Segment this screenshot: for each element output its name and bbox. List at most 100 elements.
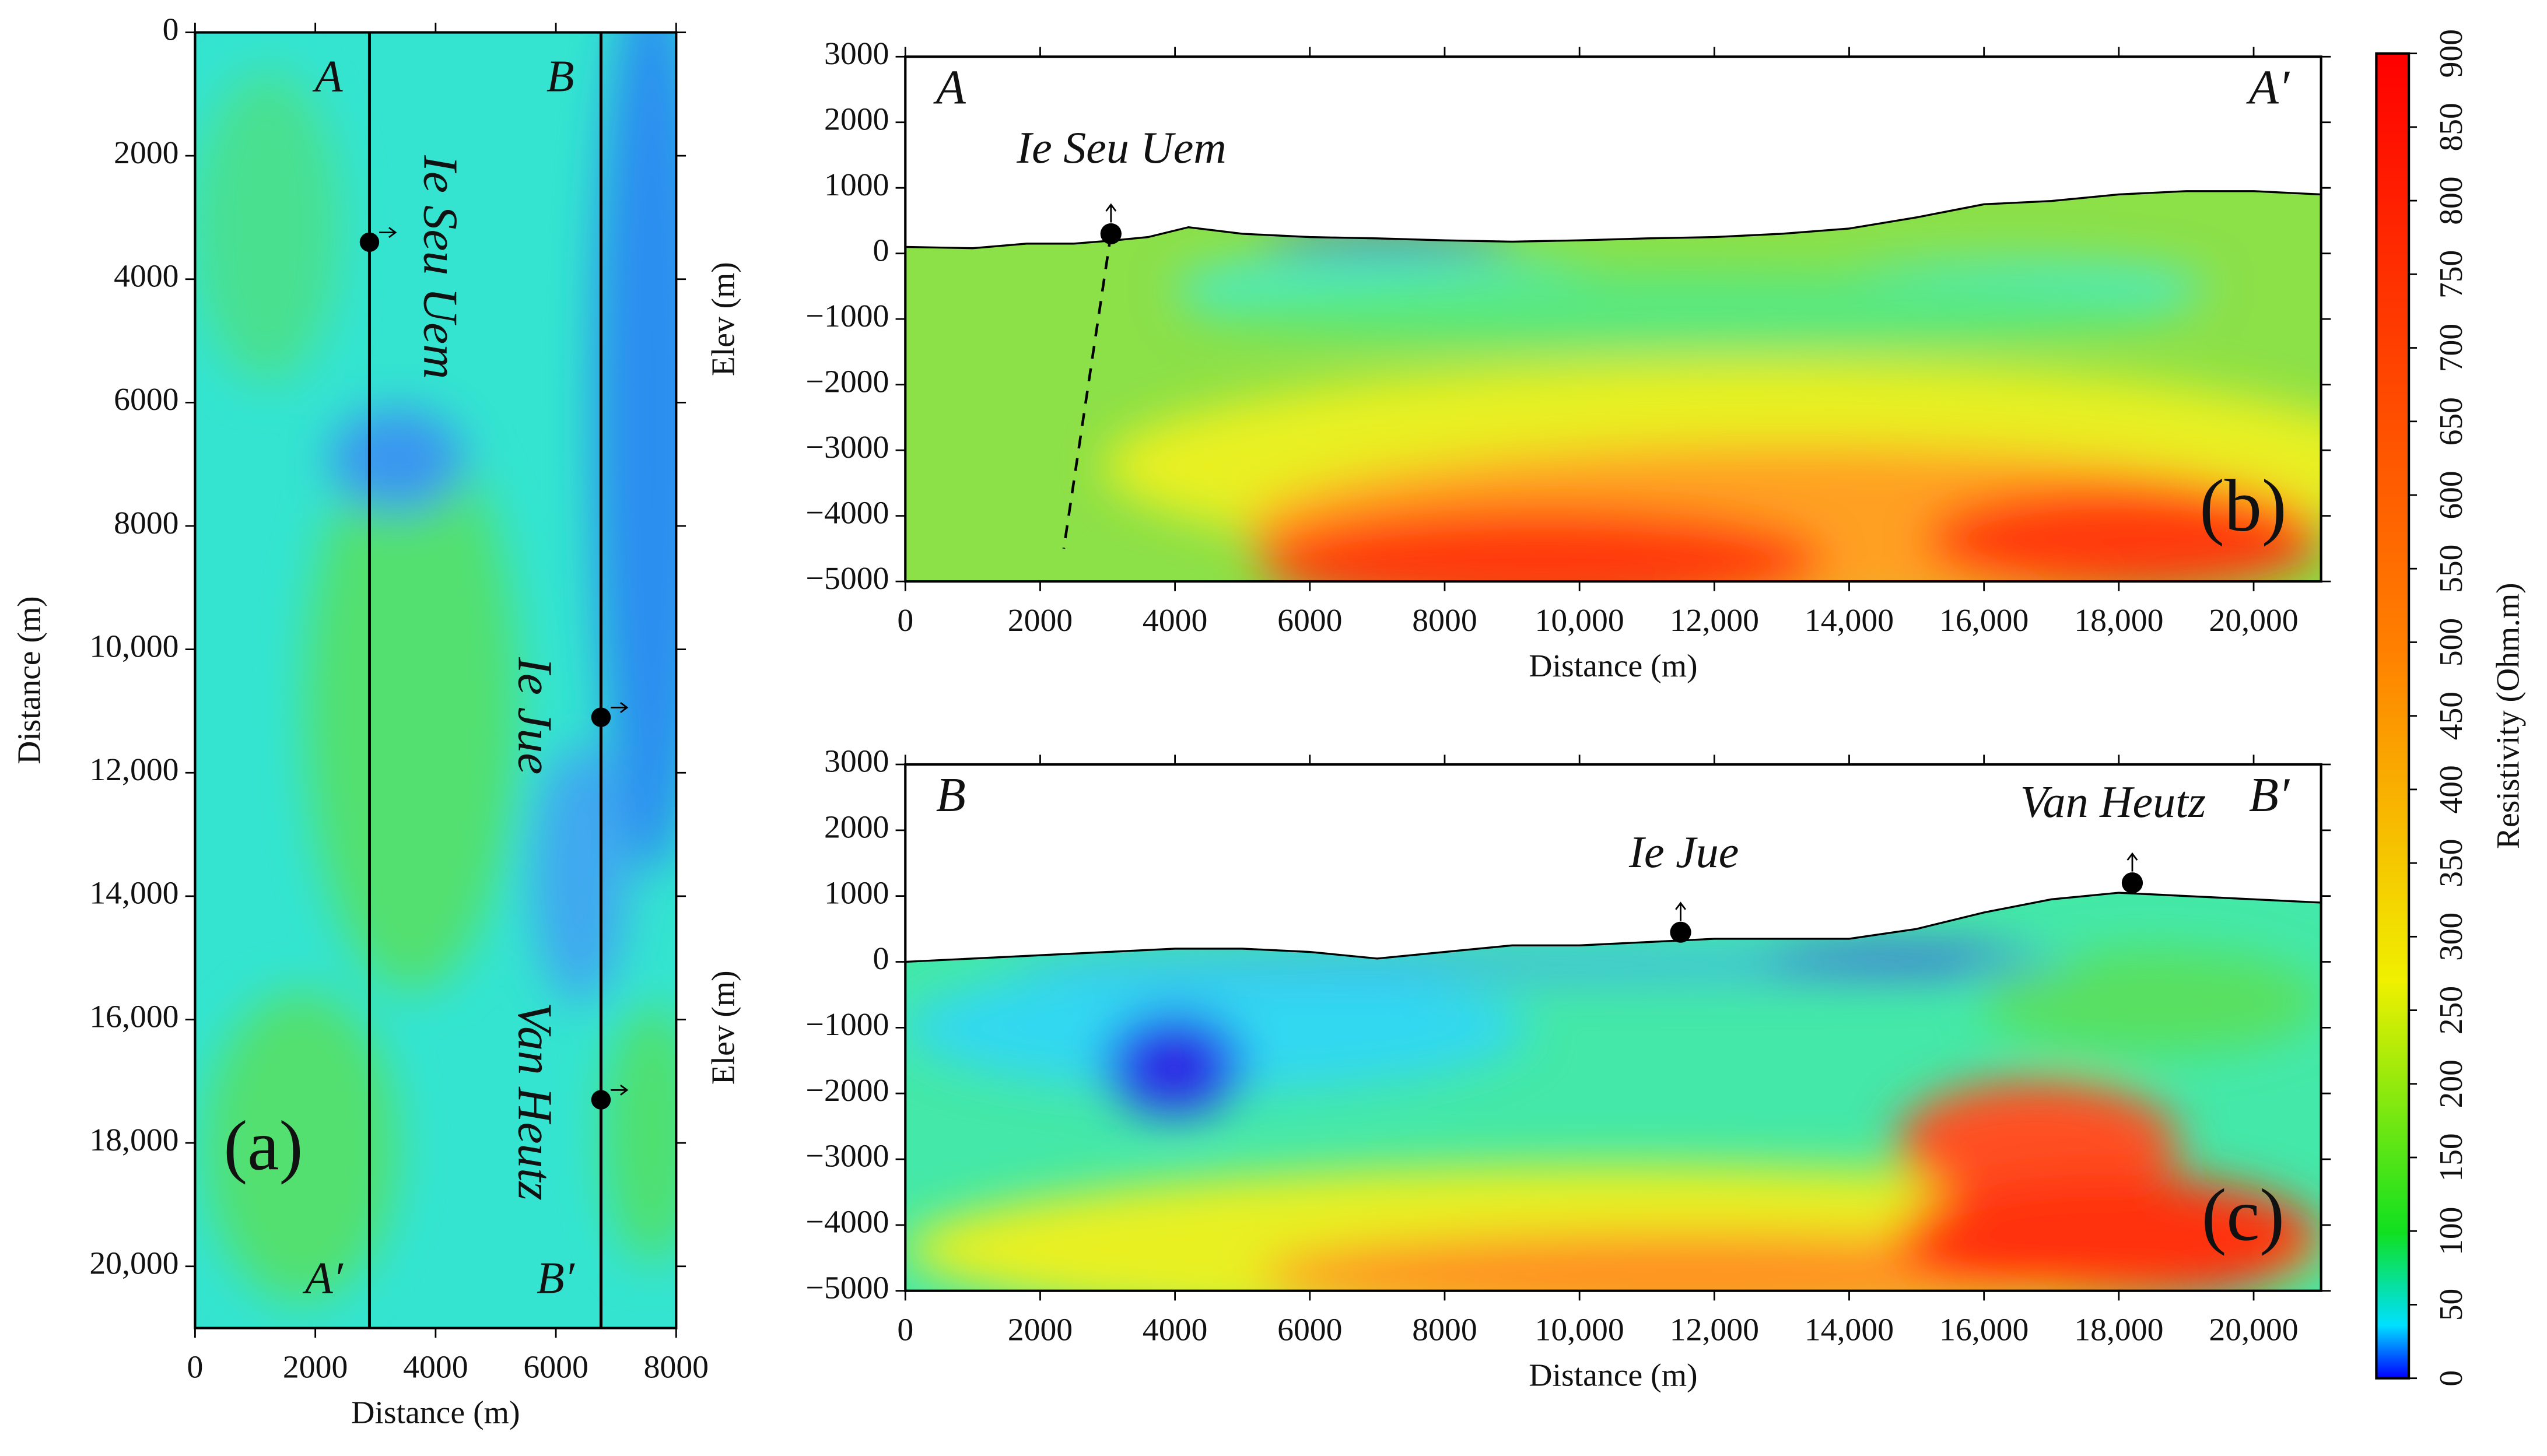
y-tick-label: 0: [873, 941, 889, 977]
y-tick-label: −4000: [806, 1204, 889, 1240]
colorbar-tick-label: 100: [2433, 1207, 2469, 1255]
colorbar-tick-label: 750: [2433, 250, 2469, 299]
colorbar-tick-label: 700: [2433, 324, 2469, 372]
panel: 0 2000 4000 6000 8000 10,000 12,000 14,000 16,00…: [705, 743, 2331, 1394]
colorbar-label: Resistivity (Ohm.m): [2490, 583, 2526, 849]
y-tick-label: −2000: [806, 363, 889, 399]
profile-end-label: B′: [2249, 769, 2290, 822]
x-tick-label: 18,000: [2074, 602, 2163, 638]
y-tick-label: 4000: [114, 258, 178, 294]
resistivity-field: [195, 32, 677, 1328]
y-tick-label: 8000: [114, 505, 178, 541]
panel-label: (c): [2202, 1174, 2285, 1257]
y-tick-label: 1000: [824, 875, 889, 911]
field-blob: [330, 408, 465, 512]
y-tick-label: 6000: [114, 381, 178, 417]
x-tick-label: 0: [187, 1349, 203, 1385]
x-tick-label: 0: [897, 1312, 913, 1348]
y-axis-label: Distance (m): [11, 596, 47, 764]
field-blob: [594, 32, 677, 875]
x-tick-label: 12,000: [1670, 602, 1759, 638]
site-marker: [1670, 921, 1691, 943]
site-name: Ie Seu Uem: [414, 155, 467, 379]
colorbar-tick-label: 900: [2433, 29, 2469, 78]
colorbar-tick-label: 200: [2433, 1059, 2469, 1108]
field-blob: [1981, 948, 2321, 1054]
field-blob: [1259, 1233, 2109, 1291]
x-tick-label: 14,000: [1805, 602, 1894, 638]
x-tick-label: 12,000: [1670, 1312, 1759, 1348]
field-blob: [604, 1004, 677, 1264]
y-tick-label: −5000: [806, 560, 889, 597]
colorbar-tick-label: 150: [2433, 1133, 2469, 1181]
y-tick-label: 20,000: [89, 1246, 178, 1282]
site-name: Van Heutz: [507, 1002, 561, 1201]
field-blob: [1259, 508, 1826, 582]
x-tick-label: 6000: [1277, 602, 1342, 638]
field-blob: [531, 745, 628, 1005]
field-blob: [204, 991, 397, 1303]
site-arrow: [379, 227, 397, 238]
field-blobs: [905, 948, 2321, 1291]
colorbar-tick-label: 0: [2433, 1370, 2469, 1387]
field-blob: [1754, 948, 2038, 970]
x-tick-label: 8000: [644, 1349, 709, 1385]
x-tick-label: 14,000: [1805, 1312, 1894, 1348]
y-tick-label: −3000: [806, 1138, 889, 1174]
y-tick-label: 18,000: [89, 1122, 178, 1158]
profile-start-label: A: [312, 51, 343, 101]
site-name: Van Heutz: [2020, 777, 2206, 827]
resistivity-field: [905, 191, 2321, 582]
y-tick-label: 0: [163, 11, 179, 47]
field-blob: [1896, 1175, 2321, 1291]
colorbar-tick-label: 500: [2433, 618, 2469, 666]
x-tick-label: 0: [897, 602, 913, 638]
y-tick-label: 2000: [824, 101, 889, 138]
x-tick-label: 6000: [1277, 1312, 1342, 1348]
fault-line: [1062, 233, 1113, 549]
site-arrow: [611, 701, 629, 713]
colorbar-tick-label: 400: [2433, 765, 2469, 813]
panel-label: (a): [223, 1107, 303, 1185]
topography-line: [905, 892, 2321, 963]
panel: 0 2000 4000 6000 8000 0 2000 4000 6000 8000 10,000…: [11, 11, 709, 1430]
field-blob: [1924, 487, 2321, 582]
resistivity-field: [905, 893, 2321, 1291]
field-blobs: [1103, 230, 2321, 582]
site-marker: [591, 707, 611, 727]
site-arrow: [2126, 852, 2138, 872]
x-tick-label: 6000: [523, 1349, 588, 1385]
colorbar-tick-label: 450: [2433, 692, 2469, 740]
y-tick-label: 2000: [824, 809, 889, 845]
x-tick-label: 10,000: [1535, 1312, 1624, 1348]
x-axis-label: Distance (m): [351, 1394, 520, 1430]
panel-label: (b): [2199, 464, 2286, 547]
x-tick-label: 4000: [1143, 602, 1207, 638]
x-tick-label: 4000: [1143, 1312, 1207, 1348]
x-axis-label: Distance (m): [1529, 1357, 1697, 1394]
x-tick-label: 4000: [403, 1349, 468, 1385]
site-name: Ie Jue: [507, 657, 561, 774]
x-tick-label: 8000: [1412, 1312, 1477, 1348]
x-tick-label: 8000: [1412, 602, 1477, 638]
x-tick-label: 20,000: [2209, 1312, 2298, 1348]
x-tick-label: 2000: [1008, 602, 1073, 638]
site-marker: [1100, 223, 1122, 244]
y-tick-label: 3000: [824, 743, 889, 780]
profile-start-label: B: [546, 51, 574, 101]
x-tick-label: 20,000: [2209, 602, 2298, 638]
field-blob: [195, 71, 339, 383]
field-blob: [306, 421, 518, 991]
x-tick-label: 2000: [283, 1349, 348, 1385]
y-tick-label: 16,000: [89, 998, 178, 1034]
y-tick-label: 3000: [824, 36, 889, 72]
y-tick-label: −5000: [806, 1270, 889, 1306]
colorbar-tick-label: 550: [2433, 545, 2469, 593]
profile-start-label: A: [933, 61, 966, 115]
site-arrow: [1675, 901, 1687, 921]
y-tick-label: 12,000: [89, 752, 178, 788]
profile-end-label: A′: [2246, 61, 2290, 115]
field-blob: [1138, 1033, 1210, 1096]
x-tick-label: 16,000: [1939, 602, 2029, 638]
